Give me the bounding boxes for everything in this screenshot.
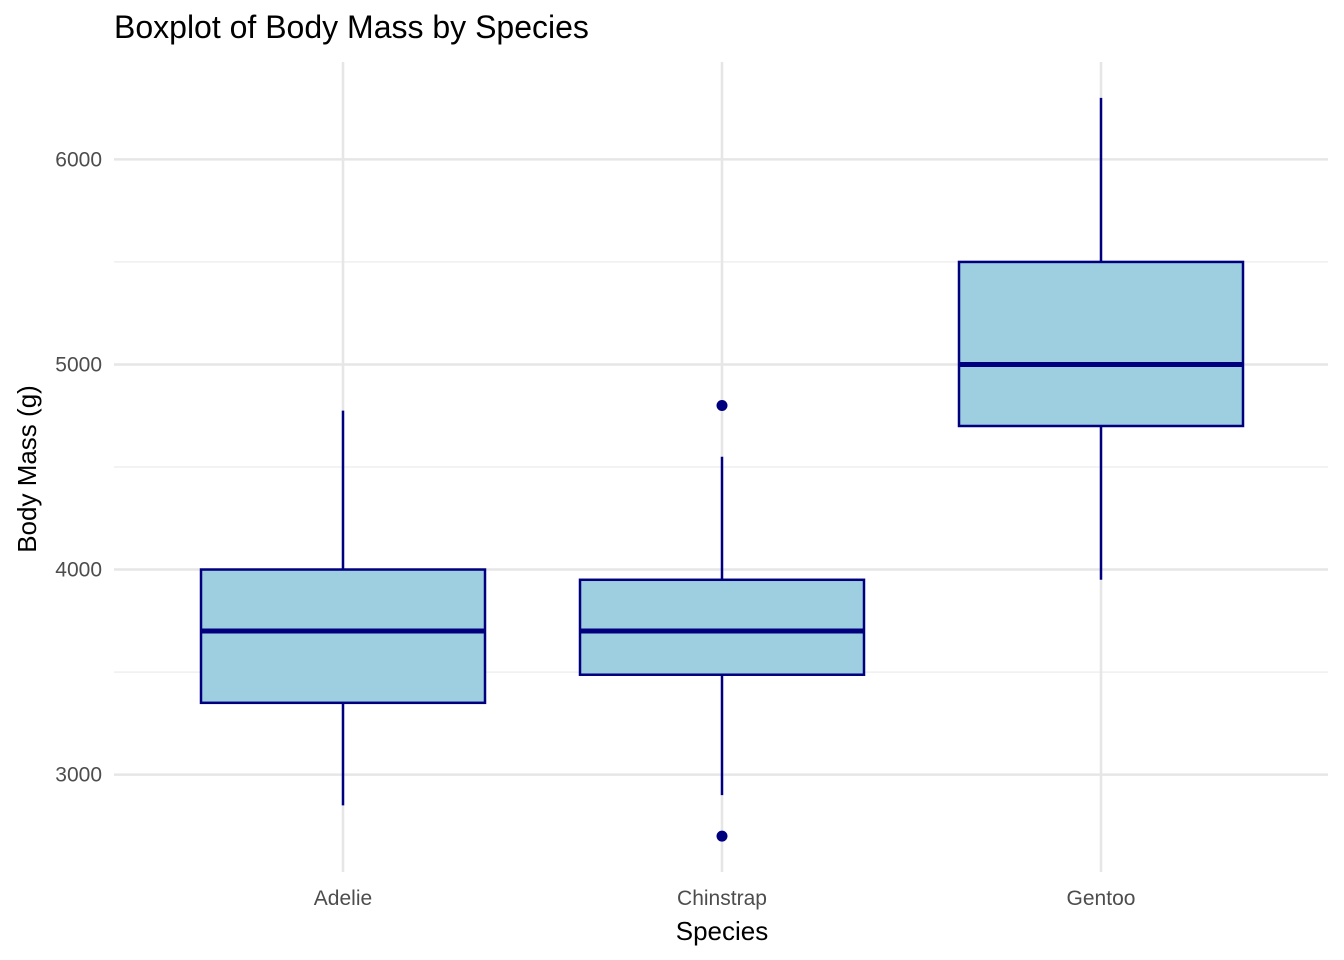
y-tick-labels: 3000 4000 5000 6000 — [55, 148, 102, 786]
y-tick-label: 6000 — [55, 148, 102, 171]
x-axis-title: Species — [676, 916, 769, 946]
box-adelie — [199, 410, 487, 806]
boxes-group — [199, 97, 1245, 842]
y-tick-label: 5000 — [55, 353, 102, 376]
iqr-box — [957, 260, 1245, 428]
x-tick-label: Adelie — [314, 887, 372, 910]
box-chinstrap — [578, 399, 866, 842]
x-tick-labels: Adelie Chinstrap Gentoo — [314, 887, 1136, 910]
y-tick-label: 3000 — [55, 764, 102, 787]
x-tick-label: Chinstrap — [677, 887, 767, 910]
outlier-point — [716, 399, 728, 411]
chart-title: Boxplot of Body Mass by Species — [114, 9, 589, 45]
box-gentoo — [957, 97, 1245, 580]
y-tick-label: 4000 — [55, 559, 102, 582]
y-axis-title: Body Mass (g) — [12, 385, 42, 553]
iqr-box — [199, 568, 487, 705]
outlier-point — [716, 830, 728, 842]
x-tick-label: Gentoo — [1067, 887, 1136, 910]
iqr-box — [578, 578, 866, 676]
